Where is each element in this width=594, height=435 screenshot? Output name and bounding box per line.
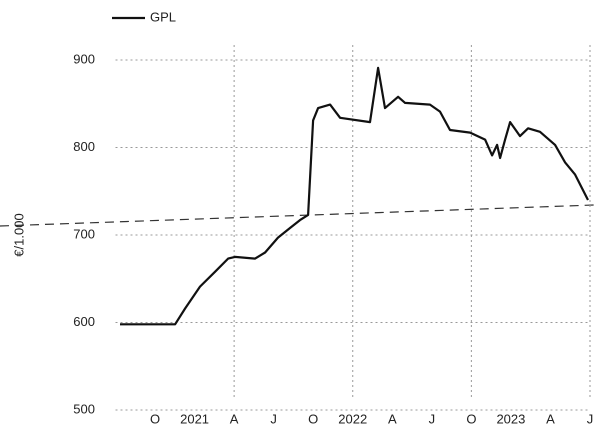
x-tick-label: J xyxy=(587,411,594,426)
line xyxy=(120,66,589,326)
y-tick-label: 900 xyxy=(73,51,95,66)
x-tick-label: A xyxy=(230,411,239,426)
y-tick-label: 600 xyxy=(73,314,95,329)
x-tick-label: J xyxy=(270,411,277,426)
x-tick-label: O xyxy=(308,411,318,426)
y-tick-label: 500 xyxy=(73,401,95,416)
x-tick-label: A xyxy=(546,411,555,426)
y-axis-label: €/1.000 xyxy=(11,213,26,256)
x-tick-label: 2022 xyxy=(338,411,367,426)
y-tick-label: 700 xyxy=(73,226,95,241)
x-tick-label: O xyxy=(466,411,476,426)
trend-line xyxy=(0,204,594,227)
x-tick-label: J xyxy=(429,411,436,426)
y-tick-label: 800 xyxy=(73,139,95,154)
x-tick-label: O xyxy=(150,411,160,426)
legend-label: GPL xyxy=(150,9,176,24)
x-tick-label: 2023 xyxy=(496,411,525,426)
x-tick-label: 2021 xyxy=(180,411,209,426)
x-tick-label: A xyxy=(388,411,397,426)
